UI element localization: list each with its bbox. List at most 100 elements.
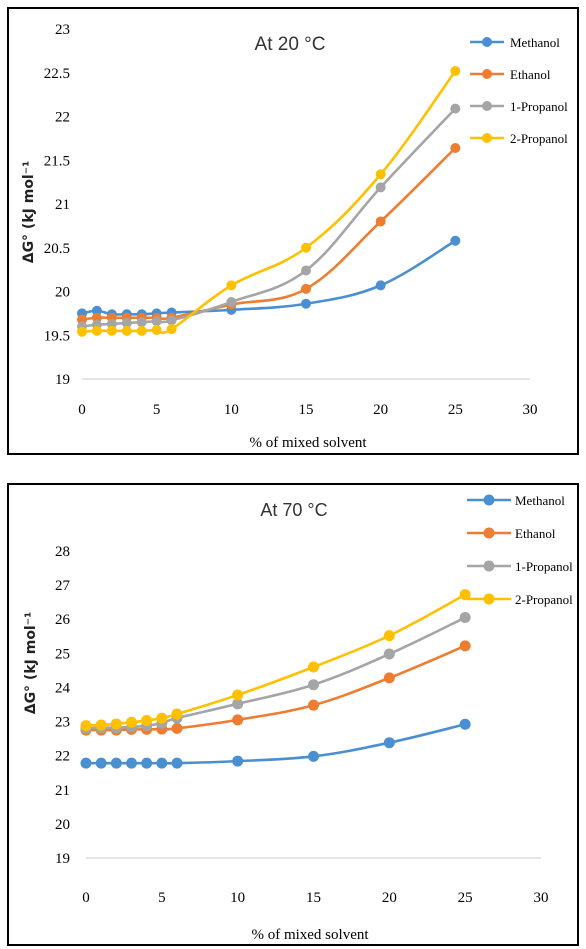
data-point — [151, 316, 162, 327]
data-point — [171, 722, 183, 734]
series-1-propanol — [77, 103, 461, 332]
chart-title: At 70 °C — [260, 500, 327, 520]
legend-label: 1-Propanol — [515, 559, 573, 574]
y-tick-label: 21 — [55, 197, 70, 213]
data-point — [301, 265, 311, 276]
data-point — [91, 305, 102, 316]
data-point — [375, 216, 386, 227]
y-tick-label: 20.5 — [44, 241, 70, 257]
data-point — [141, 757, 153, 769]
data-point — [95, 757, 107, 769]
data-point — [232, 755, 244, 767]
series-methanol — [80, 718, 471, 769]
chart-panel-20c: 19 19.5 20 20.5 21 21.5 22 22.5 23 0 5 10 15 20 25 30 At… — [0, 0, 586, 460]
data-point — [110, 718, 122, 730]
data-point — [232, 714, 244, 726]
data-point — [301, 242, 311, 253]
legend-label: Ethanol — [515, 526, 556, 541]
legend-label: 1-Propanol — [510, 99, 568, 114]
legend-label: 2-Propanol — [515, 592, 573, 607]
legend-marker — [483, 494, 495, 506]
data-point — [91, 325, 102, 336]
data-point — [141, 715, 153, 727]
data-point — [226, 280, 237, 291]
y-tick-label: 19.5 — [44, 328, 70, 344]
y-axis-label: ΔG° (kJ mol⁻¹ — [21, 161, 37, 264]
data-point — [450, 235, 461, 246]
data-point — [136, 317, 147, 328]
x-tick-label: 20 — [373, 402, 388, 418]
data-point — [232, 698, 244, 710]
data-point — [106, 318, 117, 329]
data-point — [77, 326, 87, 337]
y-tick-label: 22.5 — [44, 66, 70, 82]
data-point — [383, 630, 395, 642]
chart-border — [7, 483, 579, 946]
data-point — [171, 708, 183, 720]
data-point — [383, 648, 395, 660]
data-point — [383, 672, 395, 684]
chart-20c: 19 19.5 20 20.5 21 21.5 22 22.5 23 0 5 10 15 20 25 30 At… — [7, 7, 579, 455]
legend-label: 2-Propanol — [510, 131, 568, 146]
data-point — [301, 283, 311, 294]
y-tick-label: 19 — [55, 372, 70, 388]
data-point — [232, 689, 244, 701]
x-tick-label: 10 — [230, 890, 245, 906]
data-point — [375, 280, 386, 291]
data-point — [121, 318, 132, 328]
data-point — [375, 169, 386, 180]
y-tick-label: 19 — [55, 851, 70, 867]
legend-marker — [482, 101, 492, 111]
data-point — [308, 679, 319, 691]
data-point — [308, 661, 319, 673]
y-tick-label: 25 — [55, 646, 70, 662]
data-point — [450, 66, 461, 76]
y-tick-label: 21 — [55, 783, 70, 799]
legend-label: Ethanol — [510, 67, 551, 82]
legend-marker — [483, 560, 495, 572]
data-point — [383, 737, 395, 749]
data-point — [156, 712, 168, 724]
x-tick-label: 15 — [299, 402, 314, 418]
y-tick-label: 20 — [55, 817, 70, 833]
x-tick-label: 0 — [82, 890, 90, 906]
data-point — [459, 589, 471, 601]
data-point — [136, 325, 147, 336]
legend-marker — [483, 593, 495, 605]
data-point — [226, 297, 237, 307]
data-point — [171, 757, 183, 769]
y-tick-label: 28 — [55, 544, 70, 560]
legend-marker — [483, 527, 495, 539]
x-tick-label: 5 — [153, 402, 161, 418]
data-point — [110, 757, 122, 769]
legend-marker — [482, 37, 492, 47]
y-tick-label: 22 — [55, 110, 70, 126]
data-point — [459, 718, 471, 730]
data-point — [151, 325, 162, 335]
data-point — [126, 757, 137, 769]
data-point — [166, 324, 177, 335]
data-point — [301, 298, 311, 309]
y-tick-label: 26 — [55, 612, 71, 628]
chart-70c: 19 20 21 22 23 24 25 26 27 28 0 5 10 15 20 25 30 At 70 °C… — [7, 483, 579, 946]
x-tick-label: 25 — [458, 890, 473, 906]
legend-marker — [482, 69, 492, 79]
data-point — [77, 314, 87, 325]
x-tick-label: 30 — [523, 402, 538, 418]
x-axis-label: % of mixed solvent — [251, 927, 369, 943]
y-tick-label: 23 — [55, 715, 70, 731]
data-point — [106, 325, 117, 336]
x-axis-label: % of mixed solvent — [249, 435, 367, 451]
x-tick-label: 15 — [306, 890, 321, 906]
x-tick-label: 30 — [534, 890, 549, 906]
data-point — [91, 312, 102, 323]
data-point — [450, 143, 461, 153]
legend-label: Methanol — [510, 35, 560, 50]
series-2-propanol — [80, 589, 471, 732]
data-point — [121, 325, 132, 336]
data-point — [156, 757, 168, 769]
series-2-propanol — [77, 66, 461, 337]
data-point — [80, 757, 92, 769]
y-tick-label: 21.5 — [44, 153, 70, 169]
legend-marker — [482, 133, 492, 143]
